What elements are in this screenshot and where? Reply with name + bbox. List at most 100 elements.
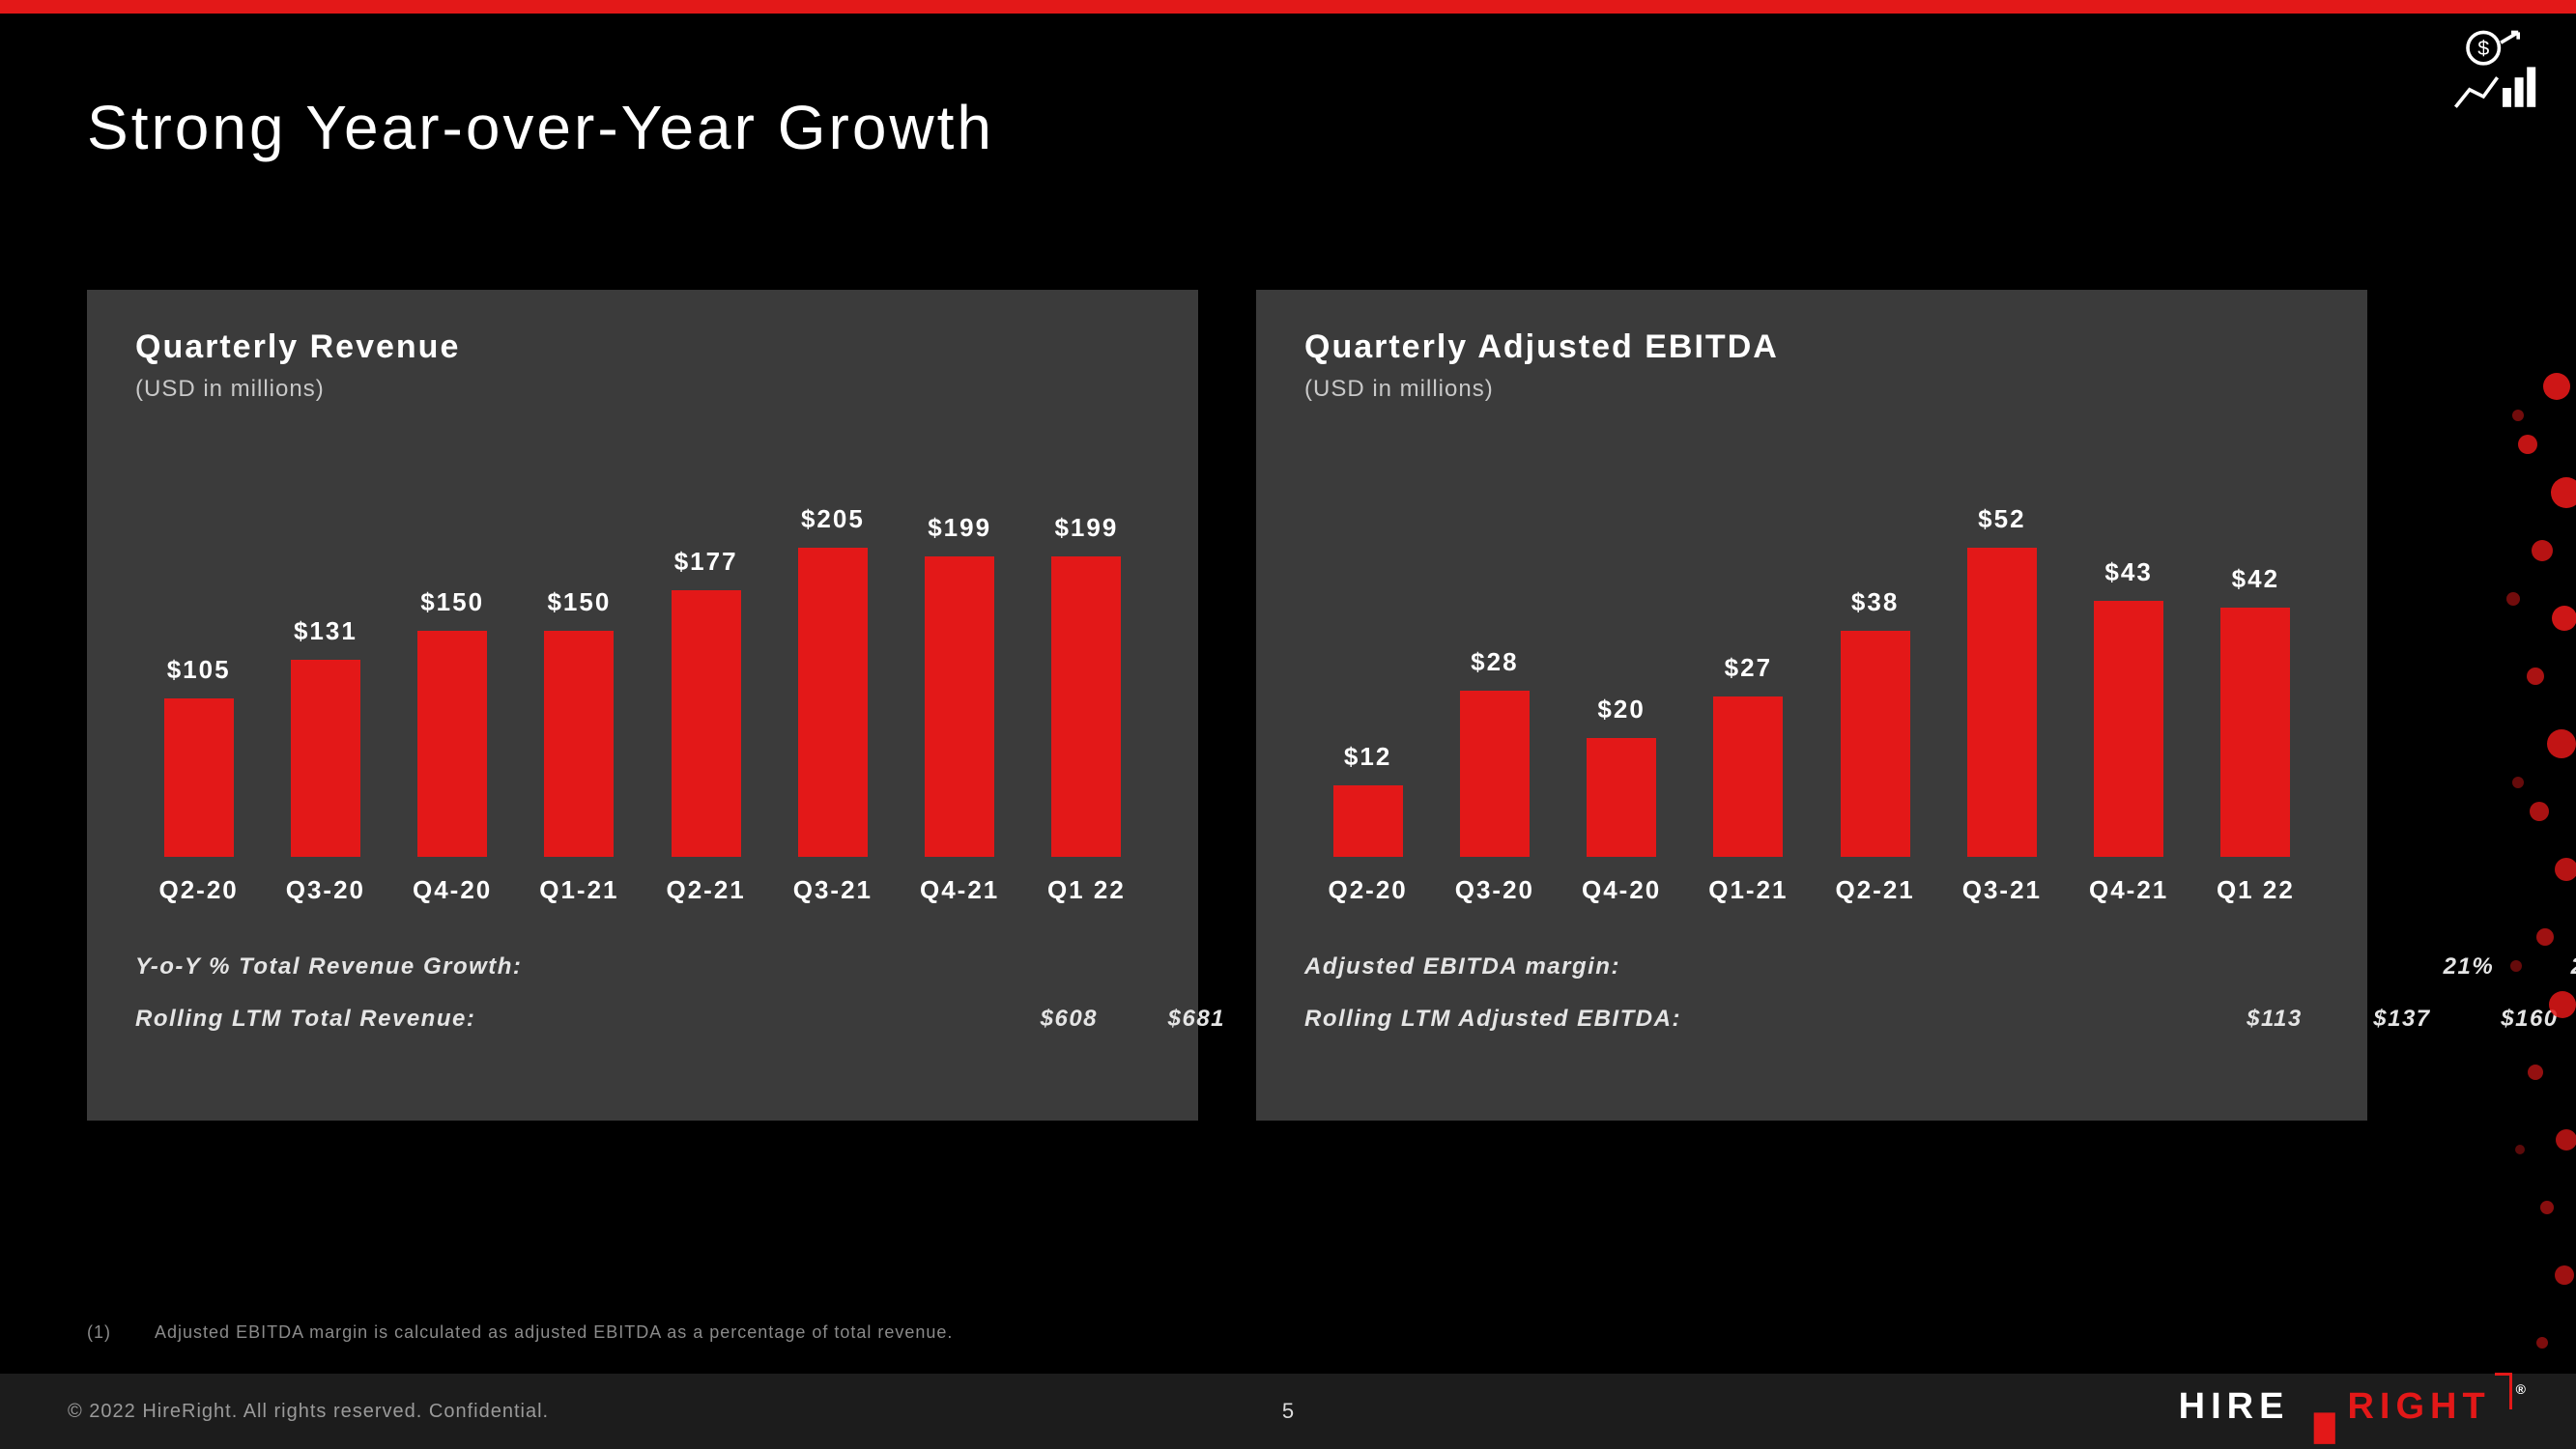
ebitda-title: Quarterly Adjusted EBITDA bbox=[1304, 328, 2319, 366]
note-value: $608 bbox=[1005, 1006, 1132, 1033]
revenue-subtitle: (USD in millions) bbox=[135, 376, 1150, 403]
svg-text:$: $ bbox=[2477, 36, 2489, 60]
note-value bbox=[2277, 953, 2405, 980]
note-value: $160 bbox=[2466, 1006, 2576, 1033]
ebitda-ltm-label: Rolling LTM Adjusted EBITDA: bbox=[1304, 1006, 1701, 1033]
ebitda-ltm-values: $113$137$160$175 bbox=[1701, 1006, 2576, 1033]
category-label: Q3-21 bbox=[769, 875, 896, 905]
bar: $42 bbox=[2192, 564, 2319, 857]
hireright-logo: HIRE ▗ RIGHT ® bbox=[2179, 1378, 2528, 1435]
category-label: Q3-21 bbox=[1938, 875, 2065, 905]
bar: $27 bbox=[1685, 653, 1812, 857]
bar: $205 bbox=[769, 504, 896, 857]
bar-rect bbox=[1587, 738, 1656, 857]
footnote: (1) Adjusted EBITDA margin is calculated… bbox=[87, 1322, 953, 1343]
bar-rect bbox=[1460, 691, 1530, 857]
category-label: Q4-20 bbox=[1559, 875, 1685, 905]
footnote-text: Adjusted EBITDA margin is calculated as … bbox=[155, 1322, 953, 1342]
bar-value-label: $38 bbox=[1851, 587, 1899, 617]
bar-value-label: $20 bbox=[1597, 695, 1645, 724]
bar-value-label: $27 bbox=[1725, 653, 1772, 683]
bar: $177 bbox=[643, 547, 769, 857]
logo-part-right: RIGHT bbox=[2347, 1386, 2490, 1428]
note-value bbox=[2083, 1006, 2211, 1033]
bar-value-label: $177 bbox=[674, 547, 738, 577]
bar-rect bbox=[798, 548, 868, 857]
bar-rect bbox=[2094, 601, 2163, 857]
note-value bbox=[1767, 953, 1895, 980]
ebitda-margin-line: Adjusted EBITDA margin: 21%21% bbox=[1304, 953, 2319, 980]
bar: $43 bbox=[2066, 557, 2192, 857]
bar-rect bbox=[672, 590, 741, 857]
bar-value-label: $12 bbox=[1344, 742, 1391, 772]
growth-dollar-icon: $ bbox=[2450, 27, 2537, 114]
bar-rect bbox=[164, 698, 234, 857]
ebitda-categories: Q2-20Q3-20Q4-20Q1-21Q2-21Q3-21Q4-21Q1 22 bbox=[1304, 875, 2319, 905]
bar: $150 bbox=[389, 587, 516, 857]
revenue-yoy-label: Y-o-Y % Total Revenue Growth: bbox=[135, 953, 541, 980]
page-title: Strong Year-over-Year Growth bbox=[87, 92, 994, 163]
category-label: Q2-21 bbox=[1812, 875, 1938, 905]
note-value bbox=[796, 953, 924, 980]
bar-value-label: $28 bbox=[1471, 647, 1518, 677]
ebitda-margin-values: 21%21% bbox=[1640, 953, 2576, 980]
bar: $52 bbox=[1938, 504, 2065, 857]
ebitda-margin-label: Adjusted EBITDA margin: bbox=[1304, 953, 1640, 980]
category-label: Q1 22 bbox=[1023, 875, 1150, 905]
category-label: Q1-21 bbox=[516, 875, 643, 905]
revenue-title: Quarterly Revenue bbox=[135, 328, 1150, 366]
bar-value-label: $199 bbox=[928, 513, 991, 543]
ebitda-bars: $12 $28 $20 $27 $38 $52 $43 $42 bbox=[1304, 490, 2319, 857]
ebitda-notes: Adjusted EBITDA margin: 21%21% Rolling L… bbox=[1304, 953, 2319, 1033]
ebitda-panel: Quarterly Adjusted EBITDA (USD in millio… bbox=[1256, 290, 2367, 1121]
bar-value-label: $150 bbox=[420, 587, 484, 617]
bar-value-label: $199 bbox=[1054, 513, 1118, 543]
slide: { "colors": { "accent": "#e31818", "pane… bbox=[0, 0, 2576, 1449]
bar-rect bbox=[2220, 608, 2290, 857]
revenue-chart: $105$131$150$150$177$205$199$199 Q2-20Q3… bbox=[135, 441, 1150, 895]
bar: $199 bbox=[897, 513, 1023, 857]
note-value bbox=[1640, 953, 1767, 980]
bar-value-label: $52 bbox=[1978, 504, 2025, 534]
note-value bbox=[541, 953, 669, 980]
note-value bbox=[1701, 1006, 1828, 1033]
top-accent-strip bbox=[0, 0, 2576, 14]
revenue-panel: Quarterly Revenue (USD in millions) $105… bbox=[87, 290, 1198, 1121]
ebitda-chart: $12$28$20$27$38$52$43$42 Q2-20Q3-20Q4-20… bbox=[1304, 441, 2319, 895]
bar-rect bbox=[1841, 631, 1910, 857]
bar-rect bbox=[925, 556, 994, 857]
category-label: Q3-20 bbox=[1431, 875, 1558, 905]
ebitda-subtitle: (USD in millions) bbox=[1304, 376, 2319, 403]
category-label: Q3-20 bbox=[262, 875, 388, 905]
logo-part-hire: HIRE bbox=[2179, 1386, 2290, 1428]
bar: $28 bbox=[1431, 647, 1558, 857]
bar: $12 bbox=[1304, 742, 1431, 857]
note-value bbox=[495, 1006, 622, 1033]
bar-rect bbox=[1051, 556, 1121, 857]
copyright-text: © 2022 HireRight. All rights reserved. C… bbox=[68, 1401, 549, 1423]
revenue-yoy-line: Y-o-Y % Total Revenue Growth: 32%33% bbox=[135, 953, 1150, 980]
category-label: Q1 22 bbox=[2192, 875, 2319, 905]
footnote-number: (1) bbox=[87, 1322, 111, 1342]
revenue-notes: Y-o-Y % Total Revenue Growth: 32%33% Rol… bbox=[135, 953, 1150, 1033]
bar-value-label: $43 bbox=[2104, 557, 2152, 587]
revenue-ltm-label: Rolling LTM Total Revenue: bbox=[135, 1006, 495, 1033]
category-label: Q4-20 bbox=[389, 875, 516, 905]
logo-bracket-icon bbox=[2495, 1373, 2512, 1409]
bar: $131 bbox=[262, 616, 388, 857]
note-value: 21% bbox=[2533, 953, 2576, 980]
note-value: $681 bbox=[1132, 1006, 1260, 1033]
bar-rect bbox=[291, 660, 360, 857]
bar-value-label: $205 bbox=[801, 504, 865, 534]
bar-rect bbox=[1967, 548, 2037, 857]
category-label: Q2-20 bbox=[135, 875, 262, 905]
bar: $199 bbox=[1023, 513, 1150, 857]
note-value bbox=[924, 953, 1051, 980]
note-value: 21% bbox=[2405, 953, 2533, 980]
note-value bbox=[622, 1006, 750, 1033]
bar: $105 bbox=[135, 655, 262, 857]
category-label: Q2-21 bbox=[643, 875, 769, 905]
category-label: Q4-21 bbox=[2066, 875, 2192, 905]
category-label: Q1-21 bbox=[1685, 875, 1812, 905]
note-value bbox=[1956, 1006, 2083, 1033]
